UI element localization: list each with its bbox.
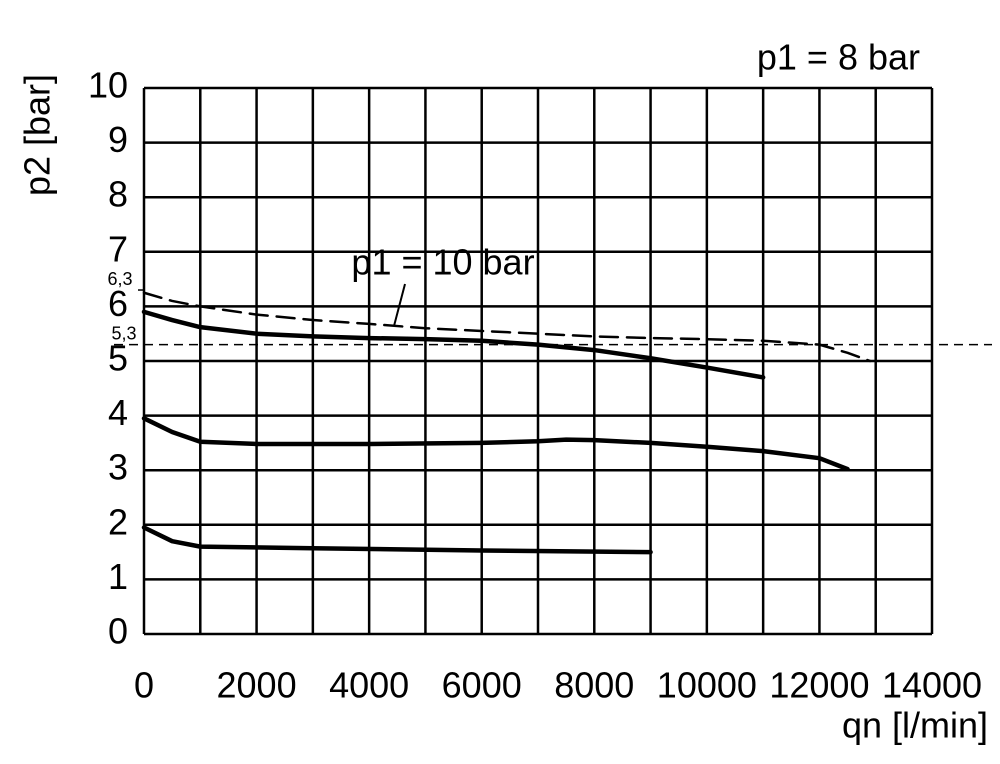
data-line [141,525,653,555]
data-line [142,291,872,363]
y-tick-label: 3 [108,447,128,488]
y-tick-label: 10 [88,65,128,106]
y-tick-label: 9 [108,119,128,160]
y-tick-label: 4 [108,392,128,433]
data-line [141,309,766,380]
y-tick-label: 1 [108,556,128,597]
reference-label: 5,3 [111,323,136,343]
y-tick-label: 0 [108,611,128,652]
x-tick-label: 6000 [442,665,522,706]
annotation: p1 = 10 bar [351,242,534,283]
x-tick-label: 4000 [329,665,409,706]
data-line [141,416,850,472]
x-tick-label: 0 [134,665,154,706]
y-axis-label: p2 [bar] [17,74,58,196]
y-tick-label: 8 [108,174,128,215]
x-tick-label: 12000 [769,665,869,706]
x-tick-label: 14000 [882,665,982,706]
y-tick-label: 5 [108,338,128,379]
y-tick-label: 6 [108,283,128,324]
y-marker-label: 6,3 [107,269,132,289]
x-axis-label: qn [l/min] [842,705,988,746]
x-tick-label: 10000 [657,665,757,706]
x-tick-label: 2000 [217,665,297,706]
x-tick-label: 8000 [554,665,634,706]
y-tick-label: 2 [108,501,128,542]
annotation: p1 = 8 bar [757,37,920,78]
y-tick-label: 7 [108,228,128,269]
annotation-leader [393,283,406,327]
